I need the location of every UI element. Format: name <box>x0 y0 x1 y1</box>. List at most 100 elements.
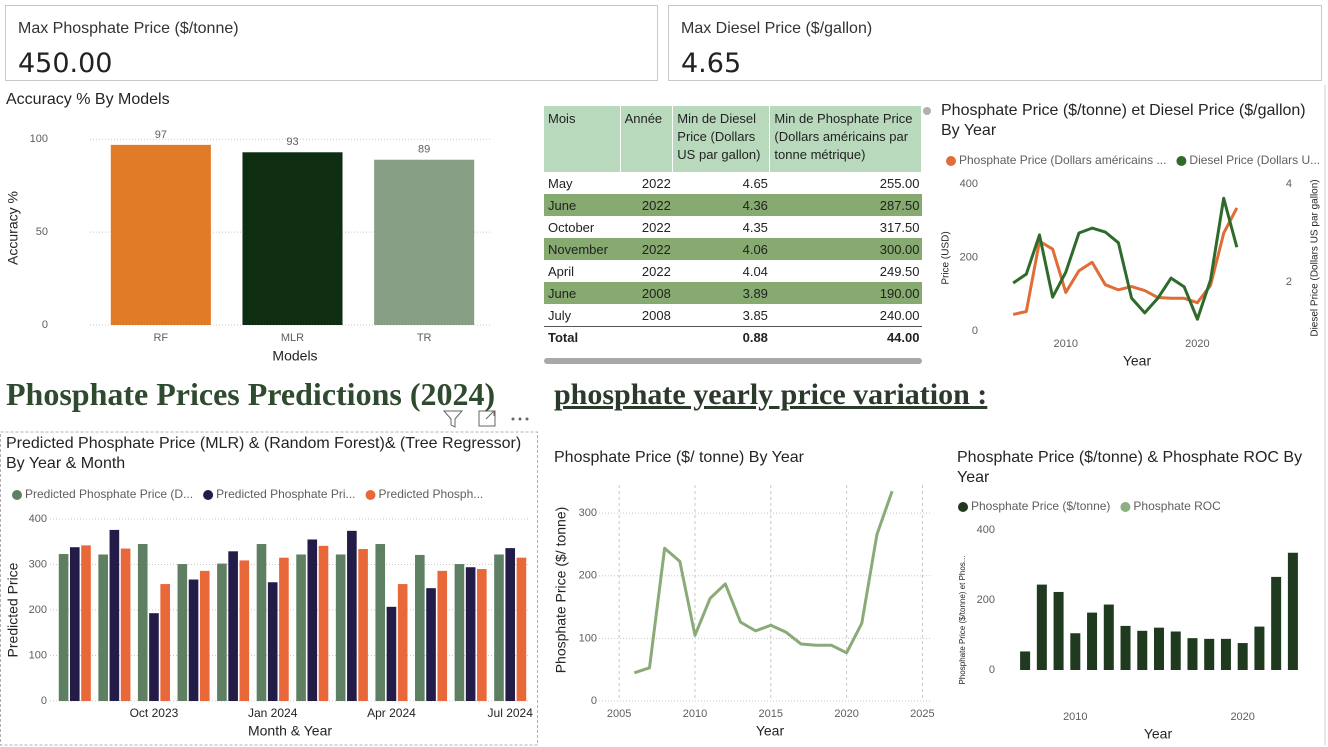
table-cell: October <box>548 219 595 235</box>
y-tick-label: 0 <box>42 319 48 331</box>
more-icon[interactable] <box>511 417 529 421</box>
focus-icon[interactable] <box>478 410 496 427</box>
legend-label: Phosphate Price (Dollars américains ... <box>959 153 1166 167</box>
kpi-card: Max Diesel Price ($/gallon) 4.65 <box>668 5 1322 81</box>
x-axis-label: Year <box>756 723 785 739</box>
scrollbar[interactable] <box>544 358 922 364</box>
bar <box>267 582 278 701</box>
x-tick-label: 2010 <box>1054 338 1078 350</box>
bar <box>1237 643 1248 670</box>
legend-label: Predicted Phosphate Pri... <box>216 487 355 501</box>
bar <box>1103 604 1114 670</box>
bar <box>177 564 188 701</box>
y-axis-label: Accuracy % <box>5 191 21 265</box>
table-cell: 287.50 <box>769 194 922 216</box>
filter-icon[interactable] <box>442 410 464 428</box>
table-row: July 2008 3.85 240.00 <box>544 304 922 327</box>
bar <box>375 544 386 701</box>
x-tick-label: Apr 2024 <box>367 706 416 720</box>
bar <box>347 530 357 701</box>
table-cell: June <box>544 282 621 304</box>
section-heading: phosphate yearly price variation : <box>554 378 988 411</box>
value-label: 93 <box>286 136 298 148</box>
x-axis-label: Month & Year <box>248 723 332 739</box>
x-axis-label: Models <box>272 348 317 364</box>
y-tick-label: 200 <box>977 594 995 606</box>
table-cell: 2022 <box>620 238 673 260</box>
y-tick-label: 100 <box>29 649 47 661</box>
table-row: June 2008 3.89 190.00 <box>544 282 922 304</box>
y-tick-label: 400 <box>977 524 995 536</box>
bar <box>1154 627 1164 670</box>
x-axis-label: Year <box>1144 726 1173 742</box>
table-cell: 4.06 <box>672 238 770 260</box>
bar <box>1271 576 1282 670</box>
table-cell: 3.85 <box>742 307 768 323</box>
bar <box>494 554 504 701</box>
scroll-handle[interactable] <box>923 107 931 115</box>
bar <box>374 159 475 325</box>
line <box>1012 207 1239 316</box>
y-tick-label: 100 <box>579 632 597 644</box>
bar <box>437 570 448 701</box>
table-row: May 2022 4.65 255.00 <box>544 172 922 194</box>
chart-title: Accuracy % By Models <box>6 91 170 108</box>
x-tick-label: Jul 2024 <box>488 706 534 720</box>
bar <box>1070 633 1081 670</box>
x-tick-label: RF <box>153 332 168 344</box>
table-cell: 300.00 <box>769 238 922 260</box>
bar <box>228 551 238 701</box>
kpi-label: Max Diesel Price ($/gallon) <box>681 20 873 37</box>
legend-marker <box>946 156 956 166</box>
bar <box>109 529 120 701</box>
column-header: Année <box>620 106 674 172</box>
legend-label: Phosphate Price ($/tonne) <box>971 499 1110 513</box>
y-tick-label: 300 <box>29 558 47 570</box>
kpi-value: 4.65 <box>681 48 742 79</box>
bar <box>1087 612 1098 670</box>
table-row: April 2022 4.04 249.50 <box>544 260 922 282</box>
table-cell <box>620 326 673 347</box>
chart-title: Predicted Phosphate Price (MLR) & (Rando… <box>6 435 522 472</box>
bar <box>81 545 91 701</box>
y-tick-label: 400 <box>29 513 47 525</box>
table-cell: 2008 <box>641 307 671 323</box>
x-tick-label: 2020 <box>1185 338 1209 350</box>
bar <box>58 554 69 701</box>
bar <box>98 554 108 701</box>
table-cell: 4.36 <box>672 194 770 216</box>
bar <box>188 579 199 701</box>
bar <box>69 547 80 701</box>
x-tick-label: MLR <box>281 332 304 344</box>
legend-marker <box>958 502 968 512</box>
bar <box>296 554 306 701</box>
x-tick-label: 2020 <box>1230 711 1254 723</box>
table-cell: 317.50 <box>879 219 920 235</box>
bar <box>358 549 368 701</box>
column-header: Min de Diesel Price (Dollars US par gall… <box>672 106 771 172</box>
y-tick-label: 0 <box>972 325 978 337</box>
y-tick-label: 300 <box>579 507 597 519</box>
value-label: 97 <box>155 129 167 141</box>
bar <box>1254 626 1265 670</box>
bar <box>120 548 131 701</box>
legend-label: Predicted Phosph... <box>379 487 484 501</box>
table-cell: 190.00 <box>769 282 922 304</box>
bar <box>1287 552 1298 670</box>
table-cell: 4.65 <box>742 175 768 191</box>
x-tick-label: 2010 <box>683 708 707 720</box>
chart-title: Phosphate Price ($/tonne) et Diesel Pric… <box>941 102 1306 139</box>
data-table: Mois Année Min de Diesel Price (Dollars US… <box>544 106 922 347</box>
bar <box>516 557 527 701</box>
bar <box>505 548 516 701</box>
table-row: November 2022 4.06 300.00 <box>544 238 922 260</box>
total-value: 44.00 <box>769 326 922 347</box>
y-tick-label: 200 <box>29 604 47 616</box>
table-cell: 3.89 <box>672 282 770 304</box>
bar <box>110 144 211 325</box>
table-row: June 2022 4.36 287.50 <box>544 194 922 216</box>
y-axis-label: Price (USD) <box>941 231 952 284</box>
value-label: 89 <box>418 144 430 156</box>
table-cell: 2022 <box>620 194 673 216</box>
table-cell: July <box>548 307 572 323</box>
